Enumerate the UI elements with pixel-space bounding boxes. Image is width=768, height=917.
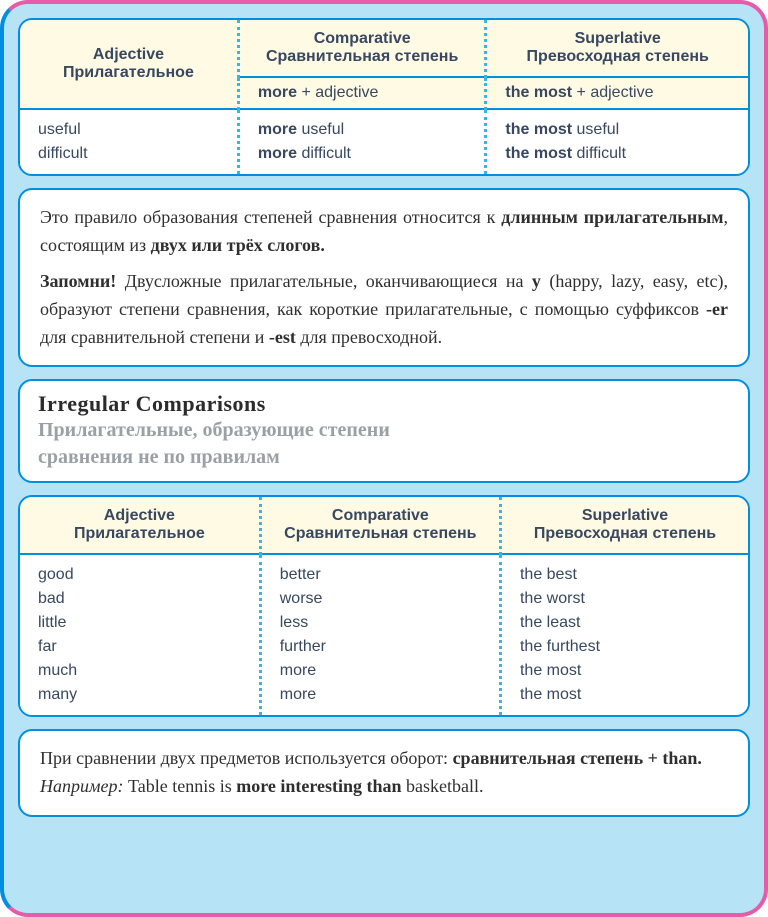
explanation-text: Это правило образования степеней сравнен… xyxy=(20,190,748,365)
cell-comparative-list: betterworselessfurthermoremore xyxy=(260,554,500,715)
irregular-table: Adjective Прилагательное Comparative Сра… xyxy=(20,497,748,715)
section-title-ru-2: сравнения не по правилам xyxy=(38,444,730,471)
table-row: useful difficult more useful more diffic… xyxy=(20,109,748,174)
header-ru: Прилагательное xyxy=(26,64,231,82)
col-header-comparative: Comparative Сравнительная степень xyxy=(260,497,500,554)
irregular-title-panel: Irregular Comparisons Прилагательные, об… xyxy=(18,379,750,483)
header-en: Superlative xyxy=(575,30,661,47)
col-header-adjective: Adjective Прилагательное xyxy=(20,20,238,109)
explanation-panel-2: При сравнении двух предметов используетс… xyxy=(18,729,750,817)
cell-adjective-list: goodbadlittlefarmuchmany xyxy=(20,554,260,715)
formula-comparative: more + adjective xyxy=(238,77,486,109)
explanation-text-2: При сравнении двух предметов используетс… xyxy=(20,731,748,815)
long-adjectives-table: Adjective Прилагательное Comparative Сра… xyxy=(20,20,748,174)
irregular-table-panel: Adjective Прилагательное Comparative Сра… xyxy=(18,495,750,717)
header-ru: Прилагательное xyxy=(26,525,253,543)
header-en: Comparative xyxy=(314,30,411,47)
col-header-adjective: Adjective Прилагательное xyxy=(20,497,260,554)
explanation-panel-1: Это правило образования степеней сравнен… xyxy=(18,188,750,367)
cell-comparative: more useful more difficult xyxy=(238,109,486,174)
header-ru: Сравнительная степень xyxy=(268,525,493,543)
header-en: Adjective xyxy=(93,46,164,63)
header-en: Adjective xyxy=(104,507,175,524)
cell-superlative: the most useful the most difficult xyxy=(486,109,748,174)
section-title-ru-1: Прилагательные, образующие степени xyxy=(38,417,730,444)
long-adjectives-table-panel: Adjective Прилагательное Comparative Сра… xyxy=(18,18,750,176)
header-row: Adjective Прилагательное Comparative Сра… xyxy=(20,497,748,554)
section-title-en: Irregular Comparisons xyxy=(38,391,730,417)
cell-adjective: useful difficult xyxy=(20,109,238,174)
col-header-superlative: Superlative Превосходная степень xyxy=(500,497,748,554)
col-header-superlative: Superlative Превосходная степень xyxy=(486,20,748,77)
col-header-comparative: Comparative Сравнительная степень xyxy=(238,20,486,77)
cell-superlative-list: the bestthe worstthe leastthe furthestth… xyxy=(500,554,748,715)
formula-superlative: the most + adjective xyxy=(486,77,748,109)
header-ru: Сравнительная степень xyxy=(246,48,479,66)
header-ru: Превосходная степень xyxy=(508,525,742,543)
header-row: Adjective Прилагательное Comparative Сра… xyxy=(20,20,748,77)
header-en: Comparative xyxy=(332,507,429,524)
table-body-row: goodbadlittlefarmuchmany betterworseless… xyxy=(20,554,748,715)
page-frame: Adjective Прилагательное Comparative Сра… xyxy=(0,0,768,917)
header-en: Superlative xyxy=(582,507,668,524)
section-title: Irregular Comparisons Прилагательные, об… xyxy=(20,381,748,481)
header-ru: Превосходная степень xyxy=(493,48,742,66)
